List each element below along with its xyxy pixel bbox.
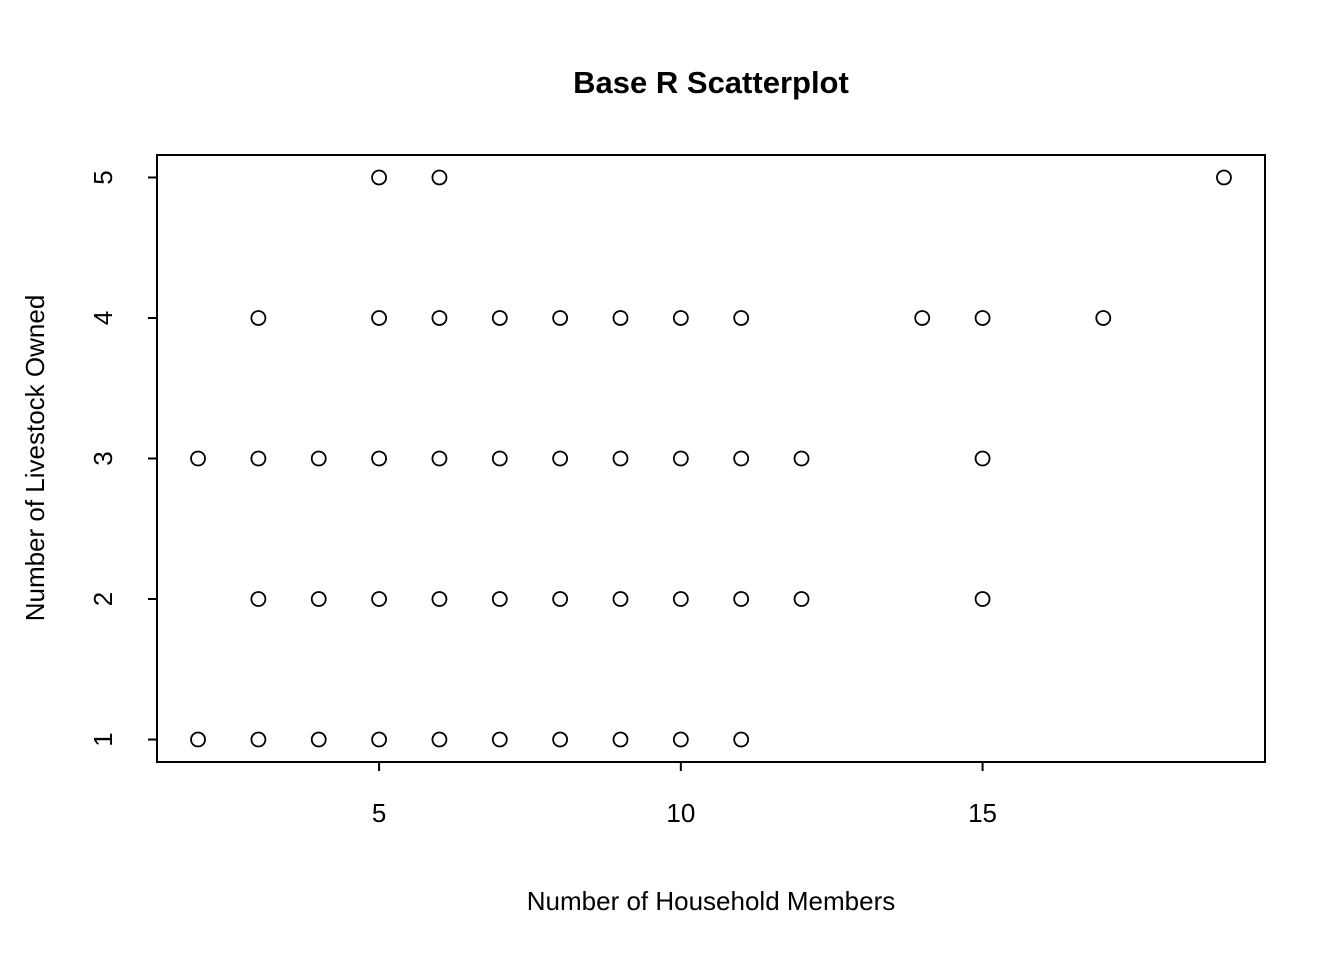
data-point (371, 450, 387, 467)
data-point (793, 591, 810, 607)
y-axis: 1 2 3 4 5 (88, 170, 157, 747)
data-point (250, 591, 267, 607)
data-point (431, 731, 448, 748)
data-point (552, 731, 569, 748)
data-point (733, 310, 750, 326)
data-point (190, 731, 206, 748)
data-point (431, 450, 448, 467)
data-point (974, 310, 991, 326)
data-point (552, 450, 569, 467)
y-tick-label: 2 (88, 592, 118, 606)
y-axis-label: Number of Livestock Owned (20, 295, 50, 622)
data-point (491, 591, 508, 607)
data-point (310, 591, 327, 607)
y-tick-label: 1 (88, 732, 118, 746)
data-point (371, 591, 387, 607)
data-point (491, 731, 508, 748)
x-tick-label: 15 (968, 798, 997, 828)
data-point (914, 310, 931, 326)
data-point (733, 450, 750, 467)
data-point (974, 591, 991, 607)
data-point (1216, 169, 1232, 186)
data-point (431, 591, 448, 607)
data-point (250, 450, 267, 467)
data-point (371, 310, 387, 326)
data-point (310, 731, 327, 748)
data-point (371, 731, 387, 748)
y-tick-label: 5 (88, 170, 118, 184)
data-point (190, 450, 206, 467)
data-point (612, 450, 629, 467)
data-point (250, 731, 267, 748)
data-point (672, 310, 689, 326)
data-point (552, 310, 569, 326)
x-axis-label: Number of Household Members (527, 886, 896, 916)
data-point (612, 310, 629, 326)
data-point (733, 591, 750, 607)
data-points-layer (190, 169, 1232, 748)
data-point (974, 450, 991, 467)
data-point (371, 169, 387, 186)
plot-box (156, 154, 1266, 763)
data-point (491, 310, 508, 326)
data-point (1095, 310, 1112, 326)
data-point (733, 731, 750, 748)
x-axis: 5 10 15 (372, 762, 997, 828)
data-point (491, 450, 508, 467)
data-point (672, 450, 689, 467)
x-tick-label: 10 (666, 798, 695, 828)
data-point (431, 169, 448, 186)
y-tick-label: 4 (88, 311, 118, 325)
data-point (431, 310, 448, 326)
data-point (612, 591, 629, 607)
y-tick-label: 3 (88, 451, 118, 465)
data-point (310, 450, 327, 467)
data-point (672, 731, 689, 748)
data-point (250, 310, 267, 326)
data-point (612, 731, 629, 748)
data-point (793, 450, 810, 467)
x-tick-label: 5 (372, 798, 386, 828)
data-point (672, 591, 689, 607)
chart-title: Base R Scatterplot (573, 65, 849, 100)
data-point (552, 591, 569, 607)
